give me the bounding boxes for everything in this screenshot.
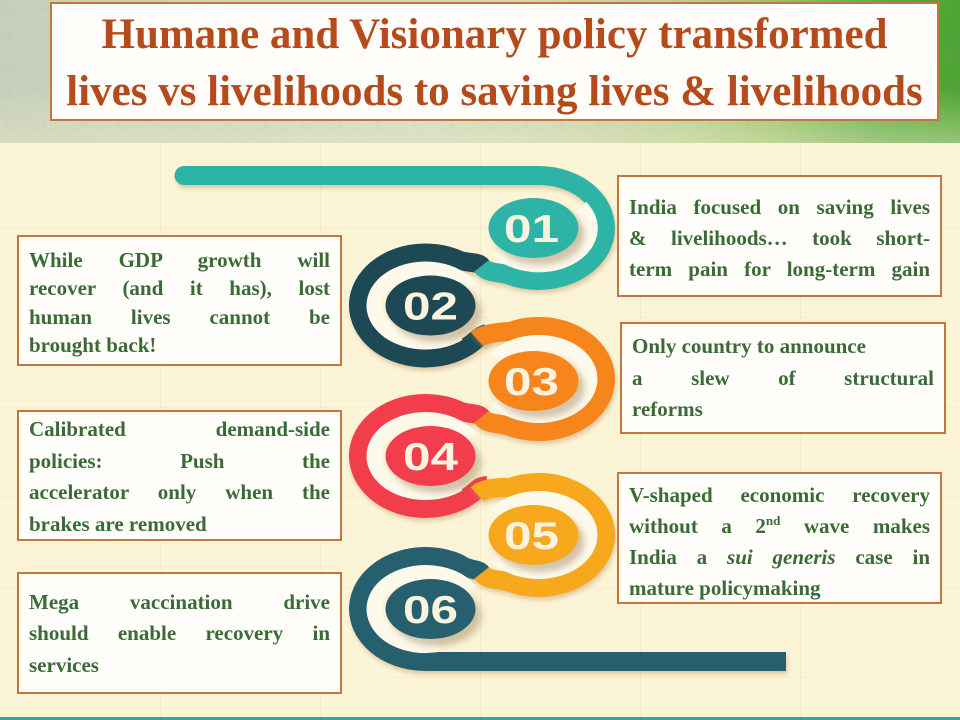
svg-text:05: 05 <box>504 515 559 558</box>
svg-text:02: 02 <box>403 286 458 329</box>
svg-text:04: 04 <box>403 436 458 479</box>
svg-text:03: 03 <box>504 361 559 404</box>
svg-text:01: 01 <box>504 208 559 251</box>
svg-text:06: 06 <box>403 589 458 632</box>
